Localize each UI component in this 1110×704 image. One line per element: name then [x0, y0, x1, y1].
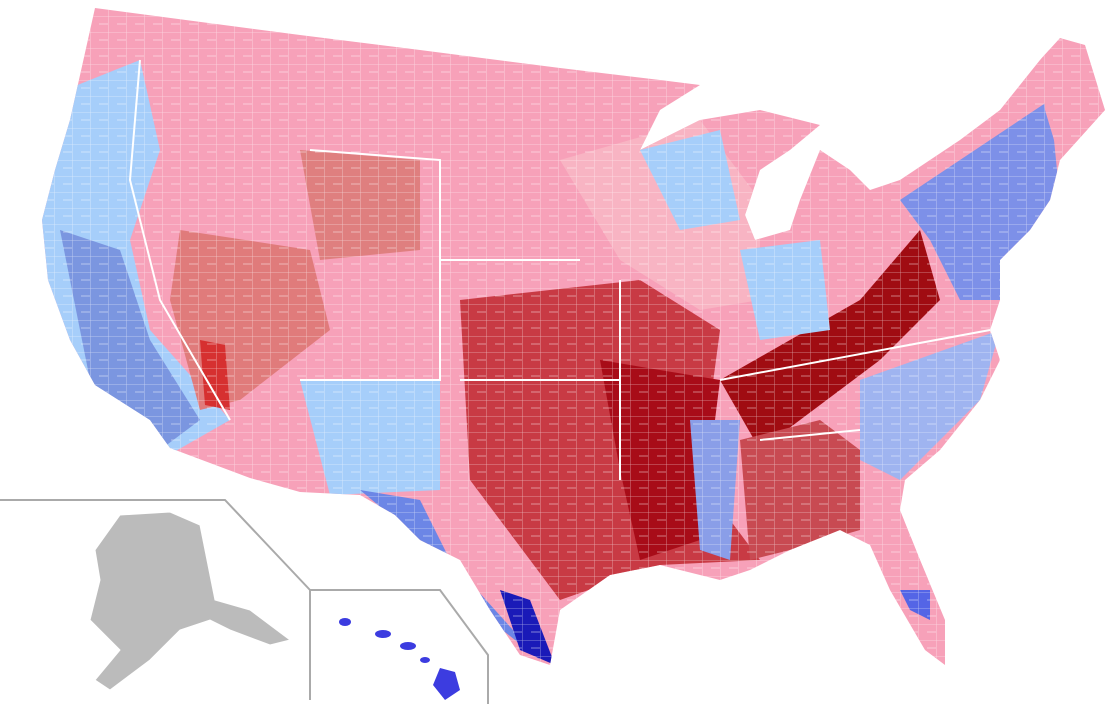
state-border	[300, 149, 991, 480]
hawaii-island	[339, 618, 351, 626]
state-border	[128, 59, 231, 421]
hawaii	[339, 618, 460, 700]
hawaii-island	[433, 668, 460, 700]
hawaii-island	[375, 630, 391, 638]
alaska-inset-border	[0, 499, 311, 591]
hawaii-island	[420, 657, 430, 663]
hawaii-island	[400, 642, 416, 650]
state-borders	[128, 59, 991, 480]
hawaii-inset-border	[309, 589, 489, 704]
alaska	[89, 511, 292, 691]
